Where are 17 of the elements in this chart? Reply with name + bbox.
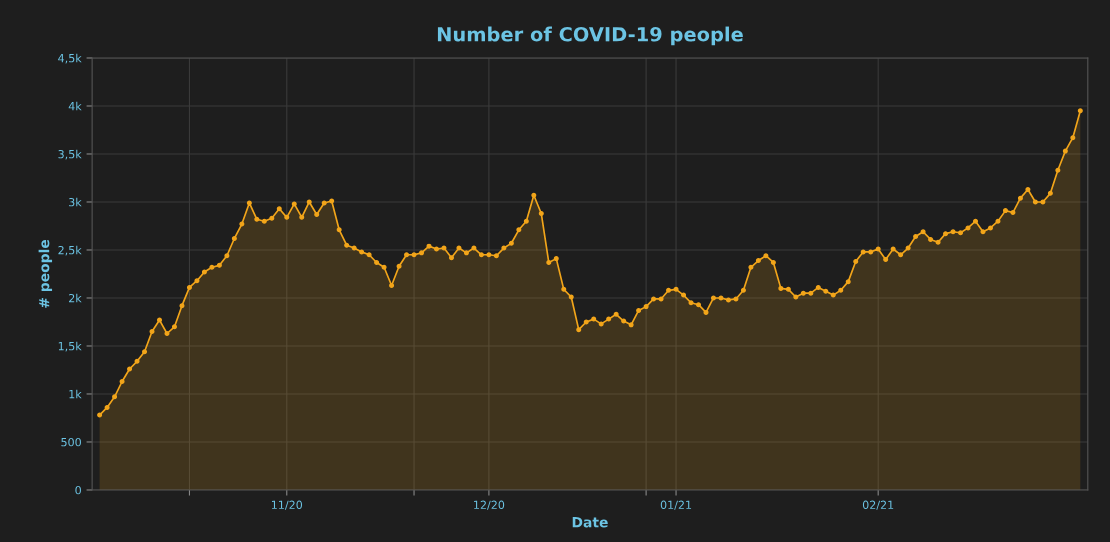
- y-tick-label: 3k: [69, 197, 82, 207]
- y-tick-label: 2,5k: [58, 245, 82, 256]
- y-tick-label: 3,5k: [58, 149, 82, 160]
- x-tick-label: 01/21: [660, 500, 692, 510]
- y-tick-label: 500: [61, 437, 81, 447]
- x-tick-label: 02/21: [862, 500, 894, 510]
- x-axis-title: Date: [572, 517, 608, 528]
- y-tick-label: 0: [75, 485, 81, 495]
- y-tick-label: 1k: [69, 389, 82, 399]
- y-tick-label: 4,5k: [58, 53, 82, 64]
- y-axis-title: # people: [38, 239, 53, 308]
- x-tick-label: 12/20: [474, 500, 505, 510]
- y-tick-label: 1,5k: [58, 341, 82, 352]
- x-tick-label: 11/20: [271, 500, 303, 510]
- y-tick-label: 2k: [69, 293, 82, 303]
- chart-title: Number of COVID-19 people: [437, 26, 743, 46]
- y-tick-label: 4k: [68, 101, 82, 111]
